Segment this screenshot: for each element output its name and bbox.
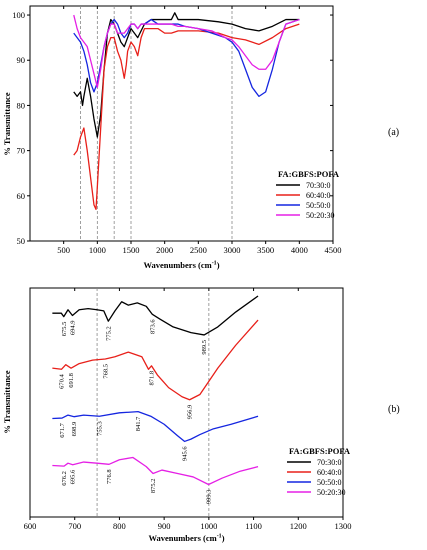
panel-a-plot-frame: [29, 5, 334, 242]
panel-a-x-tick-label: 4500: [325, 245, 342, 255]
panel-b-x-tick-label: 700: [68, 521, 81, 531]
panel-a-y-tick-label: 100: [12, 10, 25, 20]
panel-a-y-axis-label: % Transmittance: [2, 92, 12, 155]
panel-a-x-axis-label: Wavenumbers (cm-1): [143, 260, 219, 270]
panel-a-y-tick-label: 70: [17, 146, 26, 156]
panel-a-legend-entry: 50:50:0: [306, 201, 330, 210]
panel-a-series-line-70-30-0: [73, 12, 300, 138]
panel-b-peak-label: 675.5: [61, 322, 68, 337]
panel-a-x-tick-label: 2000: [156, 245, 173, 255]
panel-b-label: (b): [388, 404, 400, 415]
panel-b-peak-label: 755.3: [96, 421, 103, 436]
panel-b-peak-label: 775.2: [105, 326, 112, 341]
panel-b-y-axis-label: % Transmittance: [2, 370, 12, 433]
panel-a-legend-title: FA:GBFS:POFA: [278, 169, 340, 179]
panel-b-x-axis-label: Wavenumbers (cm-1): [148, 533, 224, 543]
panel-b-peak-label: 989.5: [201, 340, 208, 355]
panel-b-x-tick-label: 900: [158, 521, 171, 531]
panel-a-label: (a): [388, 127, 399, 138]
panel-b-peak-label: 875.2: [150, 478, 157, 493]
panel-a-y-tick-label: 90: [17, 55, 26, 65]
panel-b-peak-label: 956.9: [187, 405, 194, 420]
panel-b-peak-label: 768.5: [102, 364, 109, 379]
panel-b-peak-label: 694.9: [69, 320, 76, 335]
panel-b-x-tick-label: 800: [113, 521, 126, 531]
panel-b-peak-label: 698.9: [71, 422, 78, 437]
panel-b-x-tick-label: 1300: [335, 521, 352, 531]
panel-b-legend-title: FA:GBFS:POFA: [289, 446, 351, 456]
panel-b-peak-label: 871.8: [149, 371, 156, 386]
panel-b-legend-entry: 60:40:0: [317, 468, 341, 477]
panel-a-x-tick-label: 4000: [291, 245, 308, 255]
panel-a-series-line-60-40-0: [73, 23, 300, 211]
panel-b-legend-entry: 50:20:30: [317, 488, 345, 497]
panel-b-series-line-50-20-30: [52, 456, 259, 486]
panel-b-legend: FA:GBFS:POFA 70:30:060:40:050:50:050:20:3…: [287, 446, 351, 497]
panel-b-series-line-60-40-0: [52, 319, 259, 401]
panel-b-peak-label: 945.6: [182, 446, 189, 461]
panel-b-series-line-50-50-0: [52, 411, 259, 443]
panel-a-y-tick-label: 50: [17, 236, 26, 246]
panel-b-x-tick-label: 1100: [245, 521, 262, 531]
panel-b-x-tick-label: 1200: [290, 521, 307, 531]
panel-a-x-tick-label: 500: [57, 245, 70, 255]
panel-b-peak-label: 671.7: [59, 422, 66, 437]
panel-b-peak-label: 776.8: [106, 469, 113, 484]
panel-a-x-tick-label: 1000: [89, 245, 106, 255]
panel-a-x-tick-label: 3000: [224, 245, 241, 255]
panel-a-y-tick-label: 60: [17, 191, 26, 201]
panel-a-y-tick-label: 80: [17, 100, 26, 110]
panel-b-peak-label: 670.4: [58, 374, 65, 389]
panel-b-peak-label: 999.3: [206, 489, 213, 504]
panel-b-plot-frame: [29, 287, 344, 518]
panel-a-series-line-50-20-30: [73, 14, 300, 88]
panel-a-legend-entry: 60:40:0: [306, 191, 330, 200]
panel-a-x-tick-label: 2500: [190, 245, 207, 255]
panel-a-chart: 500 1000 1500 2000 2500 3000 3500 4000 4500 50 60 7…: [2, 5, 399, 270]
panel-a-legend-entry: 70:30:0: [306, 181, 330, 190]
panel-a-x-tick-label: 3500: [257, 245, 274, 255]
panel-b-peak-label: 841.7: [135, 416, 142, 431]
panel-b-peak-label: 676.2: [61, 471, 68, 486]
panel-b-series-line-70-30-0: [52, 295, 259, 336]
panel-b-x-tick-label: 600: [24, 521, 37, 531]
panel-a-legend: FA:GBFS:POFA 70:30:060:40:050:50:050:20:3…: [276, 169, 340, 220]
panel-b-peak-label: 691.8: [68, 373, 75, 388]
panel-b-peak-label: 695.6: [70, 469, 77, 484]
panel-a-x-tick-label: 1500: [123, 245, 140, 255]
panel-a-legend-entry: 50:20:30: [306, 211, 334, 220]
panel-b-x-tick-label: 1000: [200, 521, 217, 531]
panel-b-legend-entry: 50:50:0: [317, 478, 341, 487]
panel-b-legend-entry: 70:30:0: [317, 458, 341, 467]
panel-b-chart: 600 700 800 900 1000 1100 1200 1300 Wavenumbers …: [2, 287, 400, 543]
panel-b-peak-label: 873.6: [149, 319, 156, 334]
